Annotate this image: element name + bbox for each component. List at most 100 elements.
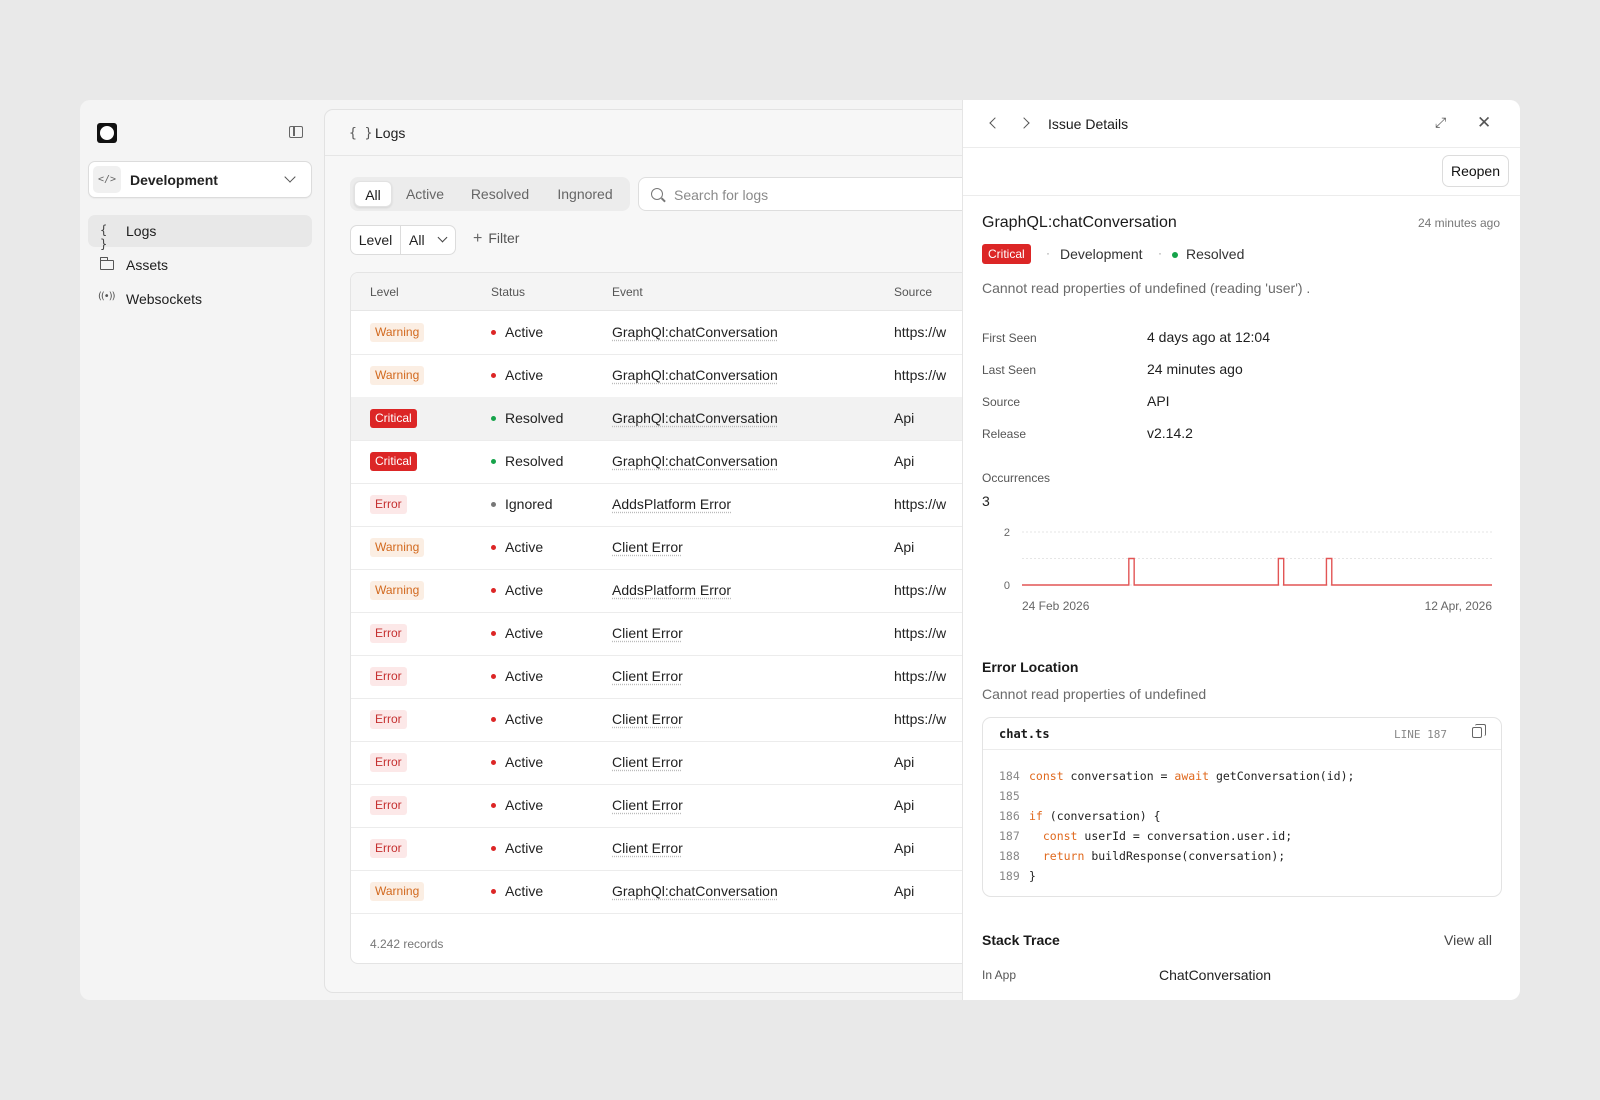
status-cell: Active bbox=[505, 754, 544, 770]
chevron-left-icon[interactable] bbox=[989, 117, 1001, 129]
table-row[interactable]: Critical Resolved GraphQl:chatConversation… bbox=[351, 397, 1069, 441]
event-cell[interactable]: Client Error bbox=[612, 840, 683, 856]
status-cell: Active bbox=[505, 711, 544, 727]
event-cell[interactable]: Client Error bbox=[612, 625, 683, 641]
column-header-source[interactable]: Source bbox=[894, 285, 933, 299]
status-cell: Resolved bbox=[505, 410, 564, 426]
level-filter[interactable]: Level All bbox=[350, 225, 456, 255]
status-dot bbox=[491, 459, 496, 464]
sidebar-item-assets[interactable]: Assets bbox=[88, 249, 312, 281]
status-tabs: All Active Resolved Ingnored bbox=[350, 177, 630, 211]
filter-label: Filter bbox=[488, 230, 520, 246]
code-line: 187 const userId = conversation.user.id; bbox=[999, 829, 1293, 843]
level-badge: Warning bbox=[370, 323, 425, 342]
series-line bbox=[1022, 557, 1492, 586]
sidebar-item-label: Assets bbox=[126, 257, 169, 273]
search-input[interactable] bbox=[674, 185, 974, 205]
issue-description: Cannot read properties of undefined (rea… bbox=[982, 280, 1311, 296]
event-cell[interactable]: AddsPlatform Error bbox=[612, 496, 732, 512]
tab-resolved[interactable]: Resolved bbox=[470, 186, 530, 202]
status-dot bbox=[491, 674, 496, 679]
action-bar: Reopen bbox=[963, 148, 1520, 196]
status-cell: Active bbox=[505, 668, 544, 684]
table-row[interactable]: Error Active Client Error https://w bbox=[351, 698, 1069, 742]
add-filter-button[interactable]: + Filter bbox=[473, 230, 519, 248]
expand-icon[interactable]: ⤢ bbox=[1435, 115, 1447, 131]
reopen-button[interactable]: Reopen bbox=[1441, 155, 1509, 187]
event-cell[interactable]: GraphQl:chatConversation bbox=[612, 883, 778, 899]
status-dot bbox=[491, 545, 496, 550]
event-cell[interactable]: AddsPlatform Error bbox=[612, 582, 732, 598]
issue-title: GraphQL:chatConversation bbox=[982, 214, 1177, 231]
code-line: 189} bbox=[999, 869, 1036, 883]
page-title: Logs bbox=[375, 125, 406, 141]
table-row[interactable]: Error Active Client Error Api bbox=[351, 741, 1069, 785]
occurrences-label: Occurrences bbox=[982, 471, 1051, 485]
status-dot bbox=[491, 330, 496, 335]
event-cell[interactable]: Client Error bbox=[612, 539, 683, 555]
table-row[interactable]: Warning Active Client Error Api bbox=[351, 526, 1069, 570]
status-dot bbox=[1172, 252, 1178, 258]
level-badge: Error bbox=[370, 624, 407, 643]
tab-all[interactable]: All bbox=[354, 181, 392, 207]
code-line: 184 const conversation = await getConvers… bbox=[999, 769, 1355, 783]
table-row[interactable]: Warning Active AddsPlatform Error https://w bbox=[351, 569, 1069, 613]
view-all-link[interactable]: View all bbox=[1444, 932, 1492, 948]
source-cell: Api bbox=[894, 797, 915, 813]
event-cell[interactable]: Client Error bbox=[612, 668, 683, 684]
source-cell: Api bbox=[894, 453, 915, 469]
broadcast-icon: ((•)) bbox=[98, 291, 115, 302]
chevron-right-icon[interactable] bbox=[1018, 117, 1030, 129]
table-row[interactable]: Error Active Client Error Api bbox=[351, 827, 1069, 871]
sidebar-item-websockets[interactable]: ((•)) Websockets bbox=[88, 283, 312, 315]
property-value: 4 days ago at 12:04 bbox=[1147, 329, 1270, 345]
table-row[interactable]: Error Active Client Error https://w bbox=[351, 655, 1069, 699]
separator-dot: · bbox=[1046, 246, 1050, 260]
table-header: Level Status Event Source bbox=[351, 273, 1069, 311]
event-cell[interactable]: Client Error bbox=[612, 754, 683, 770]
sidebar-toggle-icon[interactable] bbox=[289, 126, 303, 138]
level-badge: Error bbox=[370, 667, 407, 686]
tab-active[interactable]: Active bbox=[405, 186, 445, 202]
event-cell[interactable]: GraphQl:chatConversation bbox=[612, 324, 778, 340]
app-logo[interactable] bbox=[97, 123, 117, 143]
level-badge: Critical bbox=[370, 409, 417, 428]
column-header-level[interactable]: Level bbox=[370, 285, 399, 299]
event-cell[interactable]: Client Error bbox=[612, 711, 683, 727]
table-row[interactable]: Error Active Client Error https://w bbox=[351, 612, 1069, 656]
event-cell[interactable]: GraphQl:chatConversation bbox=[612, 367, 778, 383]
stack-frame-value: ChatConversation bbox=[1159, 967, 1272, 983]
tab-ignored[interactable]: Ingnored bbox=[557, 186, 613, 202]
separator-dot: · bbox=[1158, 246, 1162, 260]
sidebar-item-logs[interactable]: { } Logs bbox=[88, 215, 312, 251]
close-icon[interactable]: ✕ bbox=[1477, 113, 1492, 133]
status-cell: Active bbox=[505, 539, 544, 555]
event-cell[interactable]: GraphQl:chatConversation bbox=[612, 410, 778, 426]
column-header-status[interactable]: Status bbox=[491, 285, 526, 299]
source-cell: https://w bbox=[894, 582, 947, 598]
code-icon: </> bbox=[93, 166, 121, 193]
table-row[interactable]: Error Active Client Error Api bbox=[351, 784, 1069, 828]
table-row[interactable]: Critical Resolved GraphQl:chatConversation… bbox=[351, 440, 1069, 484]
copy-icon[interactable] bbox=[1472, 724, 1486, 738]
event-cell[interactable]: Client Error bbox=[612, 797, 683, 813]
status-text: Resolved bbox=[1186, 246, 1245, 262]
event-cell[interactable]: GraphQl:chatConversation bbox=[612, 453, 778, 469]
table-row[interactable]: Error Ignored AddsPlatform Error https://w bbox=[351, 483, 1069, 527]
source-cell: Api bbox=[894, 883, 915, 899]
x-tick-label: 12 Apr, 2026 bbox=[1425, 599, 1493, 613]
environment-select[interactable]: </> Development bbox=[88, 161, 312, 198]
table-row[interactable]: Warning Active GraphQl:chatConversation Api bbox=[351, 870, 1069, 914]
logs-panel: { } Logs All Active Resolved Ingnored Le… bbox=[324, 109, 1070, 993]
stack-trace-title: Stack Trace bbox=[982, 932, 1060, 948]
code-filename: chat.ts bbox=[999, 727, 1050, 741]
property-label: Source bbox=[982, 395, 1021, 409]
status-dot bbox=[491, 846, 496, 851]
level-badge: Warning bbox=[370, 882, 425, 901]
column-header-event[interactable]: Event bbox=[612, 285, 643, 299]
records-count: 4.242 records bbox=[370, 937, 444, 951]
chevron-down-icon bbox=[284, 171, 296, 183]
source-cell: https://w bbox=[894, 711, 947, 727]
property-label: Last Seen bbox=[982, 363, 1037, 377]
table-row[interactable]: Warning Active GraphQl:chatConversation htt… bbox=[351, 311, 1069, 355]
